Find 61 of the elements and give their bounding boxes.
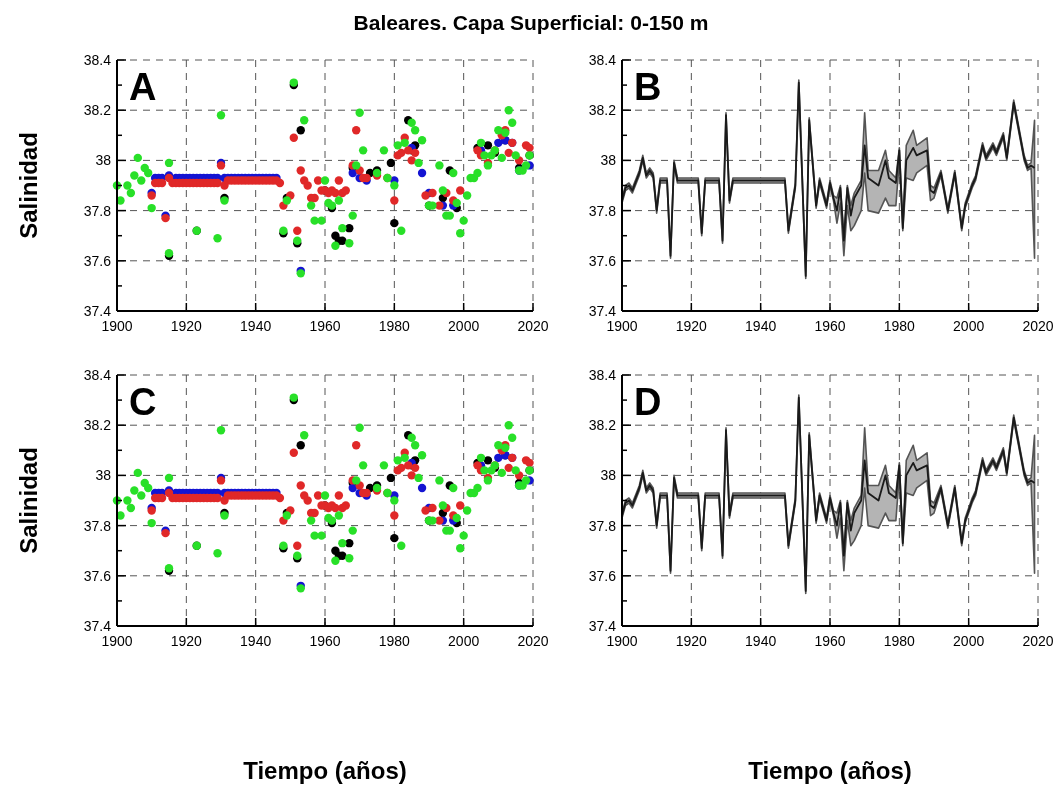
y-tick-label: 38.2 [83, 102, 112, 119]
y-tick-label: 37.6 [588, 252, 617, 269]
x-tick-label: 1900 [606, 633, 638, 649]
x-tick-label: 2000 [448, 318, 480, 334]
x-axis-title: Tiempo (años) [243, 757, 407, 784]
y-tick-label: 38.4 [83, 51, 112, 68]
y-tick-label: 38 [600, 467, 617, 484]
y-tick-label: 38.2 [83, 417, 112, 434]
x-tick-label: 1960 [309, 318, 341, 334]
annotation: D [634, 381, 662, 423]
x-tick-label: 2020 [1022, 633, 1054, 649]
x-tick-label: 2000 [953, 633, 985, 649]
x-axis-title: Tiempo (años) [748, 757, 912, 784]
x-tick-label: 2020 [517, 318, 549, 334]
x-tick-label: 2000 [448, 633, 480, 649]
x-tick-label: 1960 [814, 633, 846, 649]
x-tick-label: 1940 [240, 318, 272, 334]
x-tick-label: 2020 [1022, 318, 1054, 334]
y-tick-label: 37.8 [588, 517, 617, 534]
y-tick-label: 38.4 [588, 51, 617, 68]
annotation: C [129, 381, 157, 423]
x-tick-label: 1980 [378, 633, 411, 649]
x-tick-label: 1900 [101, 318, 133, 334]
y-tick-label: 37.4 [83, 302, 112, 319]
x-tick-label: 1980 [883, 633, 916, 649]
y-axis-title: Salinidad [15, 447, 42, 554]
y-tick-label: 38 [95, 467, 112, 484]
y-tick-label: 37.4 [83, 617, 112, 634]
x-tick-label: 2020 [517, 633, 549, 649]
x-tick-label: 1920 [170, 318, 203, 334]
y-tick-label: 38.2 [588, 102, 617, 119]
y-tick-label: 37.6 [83, 252, 112, 269]
x-tick-label: 2000 [953, 318, 985, 334]
y-tick-label: 37.6 [83, 567, 112, 584]
x-tick-label: 1920 [675, 318, 708, 334]
x-tick-label: 1900 [101, 633, 133, 649]
y-tick-label: 37.4 [588, 302, 617, 319]
y-tick-label: 38.4 [83, 366, 112, 383]
x-tick-label: 1940 [240, 633, 272, 649]
x-tick-label: 1980 [378, 318, 411, 334]
x-tick-label: 1940 [745, 318, 777, 334]
y-tick-label: 38 [95, 152, 112, 169]
x-tick-label: 1900 [606, 318, 638, 334]
x-tick-label: 1920 [170, 633, 203, 649]
y-tick-label: 37.8 [83, 202, 112, 219]
annotation: B [634, 66, 662, 108]
y-axis-title: Salinidad [15, 132, 42, 239]
y-tick-label: 38.4 [588, 366, 617, 383]
y-tick-label: 38.2 [588, 417, 617, 434]
annotation: A [129, 66, 157, 108]
y-tick-label: 37.4 [588, 617, 617, 634]
y-tick-label: 37.6 [588, 567, 617, 584]
chart-title: Baleares. Capa Superficial: 0-150 m [353, 11, 709, 34]
y-tick-label: 37.8 [588, 202, 617, 219]
y-tick-label: 38 [600, 152, 617, 169]
y-tick-label: 37.8 [83, 517, 112, 534]
x-tick-label: 1920 [675, 633, 708, 649]
x-tick-label: 1980 [883, 318, 916, 334]
x-tick-label: 1960 [309, 633, 341, 649]
x-tick-label: 1940 [745, 633, 777, 649]
x-tick-label: 1960 [814, 318, 846, 334]
